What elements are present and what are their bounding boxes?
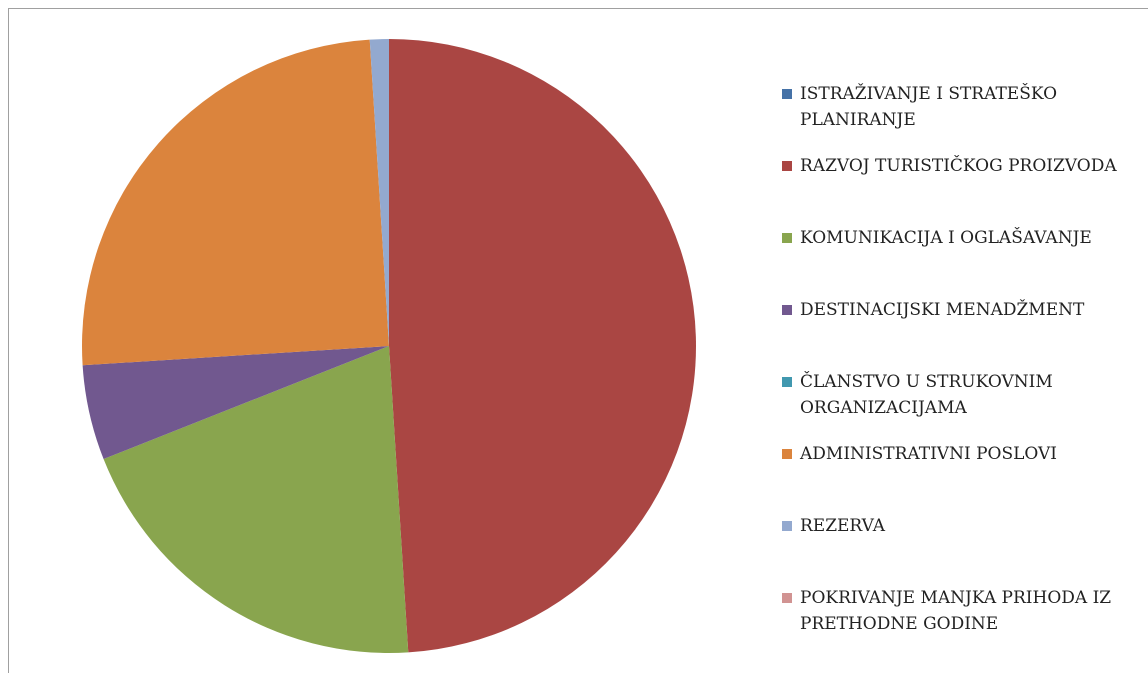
legend-label: RAZVOJ TURISTIČKOG PROIZVODA <box>800 156 1117 176</box>
legend-label: ISTRAŽIVANJE I STRATEŠKO PLANIRANJE <box>800 84 1058 130</box>
pie-slice <box>82 346 389 460</box>
frame <box>8 8 1148 673</box>
legend-item: RAZVOJ TURISTIČKOG PROIZVODA <box>782 153 1138 179</box>
legend-swatch <box>782 233 792 243</box>
pie-slice <box>103 346 409 654</box>
legend-swatch <box>782 89 792 99</box>
legend-swatch <box>782 593 792 603</box>
legend-label: ADMINISTRATIVNI POSLOVI <box>800 444 1058 464</box>
legend-swatch <box>782 449 792 459</box>
legend-item: REZERVA <box>782 513 1138 539</box>
legend-label: KOMUNIKACIJA I OGLAŠAVANJE <box>800 228 1092 248</box>
legend-item: ADMINISTRATIVNI POSLOVI <box>782 441 1138 467</box>
legend-label: POKRIVANJE MANJKA PRIHODA IZ PRETHODNE G… <box>800 588 1112 634</box>
pie-slice <box>389 39 696 653</box>
pie-slice <box>82 39 389 366</box>
legend-swatch <box>782 521 792 531</box>
legend-item: ČLANSTVO U STRUKOVNIM ORGANIZACIJAMA <box>782 369 1138 421</box>
legend-item: DESTINACIJSKI MENADŽMENT <box>782 297 1138 323</box>
pie-slice <box>369 39 389 346</box>
legend-item: ISTRAŽIVANJE I STRATEŠKO PLANIRANJE <box>782 81 1138 133</box>
legend-label: REZERVA <box>800 516 886 536</box>
legend-label: DESTINACIJSKI MENADŽMENT <box>800 300 1085 320</box>
legend-label: ČLANSTVO U STRUKOVNIM ORGANIZACIJAMA <box>800 372 1053 418</box>
legend-swatch <box>782 161 792 171</box>
legend-item: POKRIVANJE MANJKA PRIHODA IZ PRETHODNE G… <box>782 585 1138 637</box>
legend-swatch <box>782 305 792 315</box>
legend-swatch <box>782 377 792 387</box>
legend-item: KOMUNIKACIJA I OGLAŠAVANJE <box>782 225 1138 251</box>
